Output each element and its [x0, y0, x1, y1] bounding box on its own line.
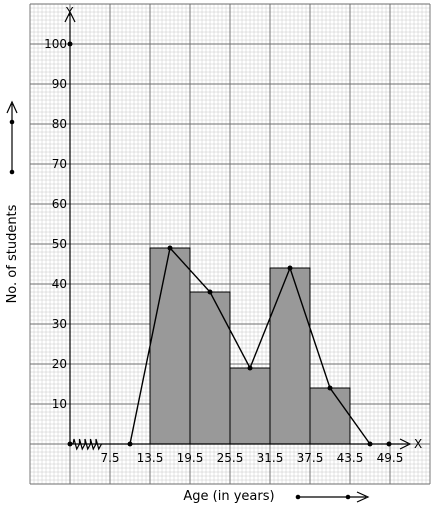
y-tick-label: 60	[52, 197, 67, 211]
histogram-bar	[269, 267, 311, 445]
grid	[29, 3, 431, 485]
y-tick-label: 90	[52, 77, 67, 91]
x-tick-label: 19.5	[177, 451, 204, 465]
polygon-point	[367, 441, 373, 447]
x-tick-label: 25.5	[217, 451, 244, 465]
polygon-point	[167, 245, 173, 251]
x-tick-label: 7.5	[100, 451, 119, 465]
x-axis-title: Age (in years)	[183, 489, 274, 504]
x-axis-letter: X	[414, 437, 422, 451]
frequency-polygon	[127, 245, 373, 447]
x-axis-end-dot	[386, 441, 392, 447]
y-tick-label: 30	[52, 317, 67, 331]
tick-labels: 10 20 30 40 50 60 70 80 90 100 7.5 13.5 19.5 25.5 31.5…	[44, 37, 403, 465]
y-direction-arrow	[6, 100, 18, 175]
histogram-bar	[189, 291, 231, 445]
y-tick-label: 100	[44, 37, 67, 51]
y-tick-label: 40	[52, 277, 67, 291]
histogram-bar	[149, 247, 191, 445]
polygon-point	[207, 289, 213, 295]
axes	[64, 10, 412, 451]
x-tick-label: 37.5	[297, 451, 324, 465]
polygon-point	[127, 441, 133, 447]
y-axis-title: No. of students	[5, 204, 20, 303]
origin-dot	[67, 441, 73, 447]
x-axis-arrowhead	[399, 438, 412, 450]
x-direction-arrow	[295, 491, 370, 503]
y-tick-label: 50	[52, 237, 67, 251]
y-tick-label: 80	[52, 117, 67, 131]
axis-break-zigzag	[72, 438, 103, 451]
polygon-point	[247, 365, 253, 371]
histogram-bar	[309, 387, 351, 445]
x-tick-label: 13.5	[137, 451, 164, 465]
y-tick-label: 10	[52, 397, 67, 411]
y-tick-label: 70	[52, 157, 67, 171]
histogram-bar	[229, 367, 271, 445]
x-tick-label: 31.5	[257, 451, 284, 465]
x-tick-label: 43.5	[337, 451, 364, 465]
polygon-point	[287, 265, 293, 271]
y-axis-letter: Y	[65, 5, 74, 19]
y-axis-top-dot	[67, 41, 73, 47]
y-tick-label: 20	[52, 357, 67, 371]
x-tick-label: 49.5	[377, 451, 404, 465]
histogram-bars	[149, 247, 351, 445]
y-axis-arrowhead	[64, 10, 76, 23]
polygon-point	[327, 385, 333, 391]
